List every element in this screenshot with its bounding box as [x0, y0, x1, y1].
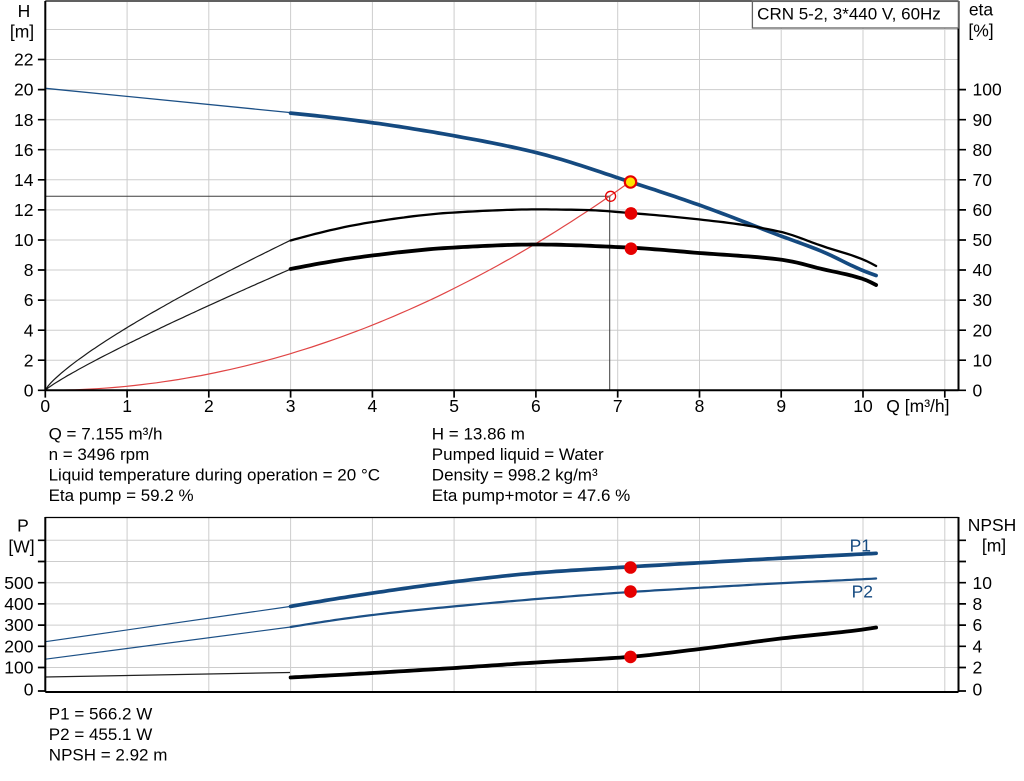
svg-text:16: 16	[14, 140, 33, 160]
svg-text:0: 0	[973, 680, 983, 700]
svg-text:Liquid temperature during oper: Liquid temperature during operation = 20…	[49, 466, 380, 485]
svg-text:[m]: [m]	[10, 22, 34, 42]
svg-text:P1: P1	[850, 536, 871, 556]
svg-text:P2: P2	[852, 582, 873, 602]
svg-text:4: 4	[368, 396, 378, 416]
svg-text:90: 90	[973, 110, 993, 130]
svg-text:300: 300	[4, 615, 33, 635]
svg-text:2: 2	[973, 658, 983, 678]
svg-text:Q [m³/h]: Q [m³/h]	[886, 396, 949, 416]
svg-text:60: 60	[973, 200, 993, 220]
svg-text:10: 10	[973, 573, 993, 593]
svg-text:18: 18	[14, 110, 33, 130]
svg-text:7: 7	[613, 396, 623, 416]
svg-text:10: 10	[973, 350, 993, 370]
svg-text:P1 = 566.2 W: P1 = 566.2 W	[49, 705, 152, 724]
svg-text:H: H	[18, 1, 31, 21]
svg-text:6: 6	[531, 396, 541, 416]
svg-text:12: 12	[14, 200, 33, 220]
svg-text:0: 0	[24, 380, 34, 400]
svg-text:P2 = 455.1 W: P2 = 455.1 W	[49, 725, 152, 744]
svg-text:2: 2	[204, 396, 214, 416]
svg-text:[W]: [W]	[8, 537, 34, 557]
svg-text:80: 80	[973, 140, 993, 160]
svg-text:8: 8	[24, 260, 34, 280]
svg-text:8: 8	[973, 594, 983, 614]
svg-text:9: 9	[776, 396, 786, 416]
svg-text:Density = 998.2 kg/m³: Density = 998.2 kg/m³	[432, 466, 598, 485]
svg-text:n = 3496 rpm: n = 3496 rpm	[49, 445, 150, 464]
svg-text:0: 0	[40, 396, 50, 416]
svg-text:10: 10	[853, 396, 873, 416]
svg-text:70: 70	[973, 170, 993, 190]
svg-text:30: 30	[973, 290, 993, 310]
svg-text:Pumped liquid = Water: Pumped liquid = Water	[432, 445, 604, 464]
svg-text:H = 13.86 m: H = 13.86 m	[432, 425, 525, 444]
svg-text:14: 14	[14, 170, 34, 190]
svg-text:10: 10	[14, 230, 34, 250]
svg-text:6: 6	[973, 615, 983, 635]
svg-text:50: 50	[973, 230, 993, 250]
svg-text:[%]: [%]	[968, 21, 993, 41]
svg-text:0: 0	[24, 680, 34, 700]
svg-text:P: P	[17, 516, 29, 536]
svg-text:40: 40	[973, 260, 993, 280]
svg-text:Q = 7.155 m³/h: Q = 7.155 m³/h	[49, 425, 163, 444]
svg-text:CRN 5-2, 3*440 V, 60Hz: CRN 5-2, 3*440 V, 60Hz	[757, 4, 941, 23]
svg-text:5: 5	[449, 396, 459, 416]
svg-text:2: 2	[24, 350, 34, 370]
svg-text:6: 6	[24, 290, 34, 310]
svg-text:400: 400	[4, 594, 33, 614]
svg-text:Eta pump+motor = 47.6 %: Eta pump+motor = 47.6 %	[432, 486, 630, 505]
svg-text:200: 200	[4, 636, 33, 656]
svg-text:20: 20	[14, 80, 34, 100]
svg-text:3: 3	[286, 396, 296, 416]
svg-text:20: 20	[973, 320, 993, 340]
svg-text:Eta pump = 59.2 %: Eta pump = 59.2 %	[49, 486, 194, 505]
svg-text:8: 8	[695, 396, 705, 416]
svg-text:500: 500	[4, 573, 33, 593]
svg-text:22: 22	[14, 50, 33, 70]
svg-text:1: 1	[122, 396, 132, 416]
svg-text:100: 100	[973, 80, 1002, 100]
svg-text:[m]: [m]	[982, 536, 1006, 556]
svg-text:eta: eta	[969, 0, 994, 20]
svg-text:4: 4	[24, 320, 34, 340]
svg-text:4: 4	[973, 636, 983, 656]
svg-text:NPSH = 2.92 m: NPSH = 2.92 m	[49, 745, 168, 764]
svg-text:NPSH: NPSH	[968, 515, 1017, 535]
svg-text:100: 100	[4, 658, 33, 678]
svg-text:0: 0	[973, 380, 983, 400]
